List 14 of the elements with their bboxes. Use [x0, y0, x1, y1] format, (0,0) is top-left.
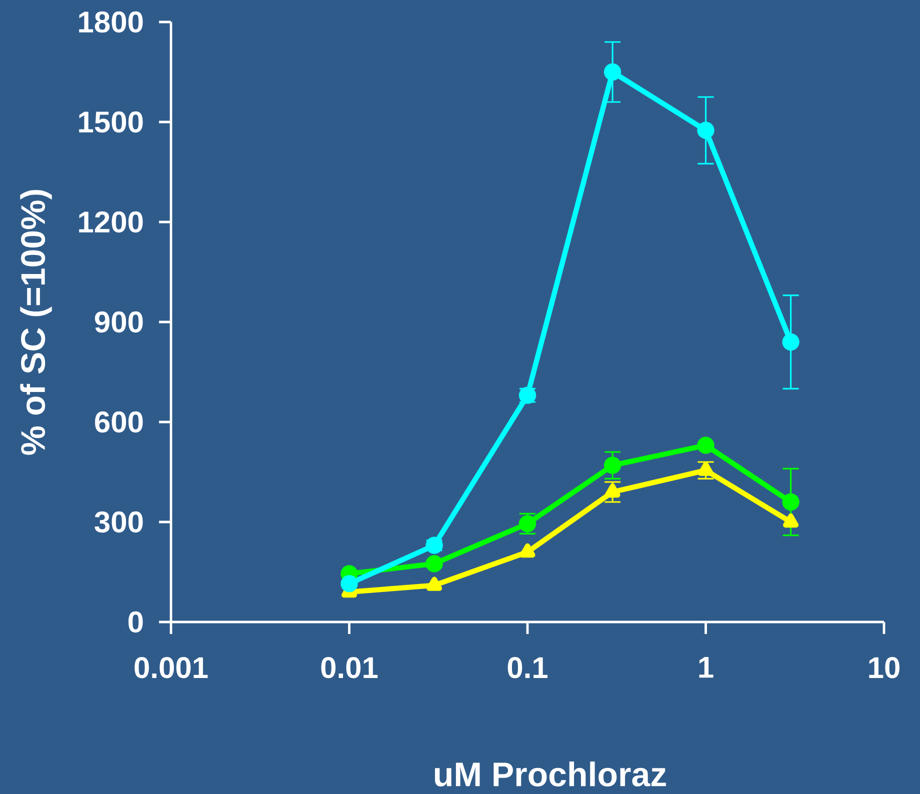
- x-tick-label: 0.1: [508, 657, 548, 678]
- y-tick-label: 300: [94, 511, 143, 533]
- x-tick-label: 0.001: [134, 657, 208, 678]
- y-axis-title: % of SC (=100%): [20, 190, 52, 455]
- y-tick-label: 1500: [79, 111, 143, 133]
- x-tick-label: 10: [869, 657, 900, 678]
- y-tick-label: 1800: [79, 11, 143, 33]
- y-tick-label: 1200: [79, 211, 143, 233]
- x-axis-title: uM Prochloraz: [434, 762, 666, 786]
- x-tick-label: 0.01: [321, 657, 378, 678]
- y-tick-label: 900: [94, 311, 143, 333]
- x-tick-label: 1: [699, 657, 714, 678]
- y-tick-label: 600: [95, 411, 143, 433]
- y-tick-label: 0: [128, 611, 143, 633]
